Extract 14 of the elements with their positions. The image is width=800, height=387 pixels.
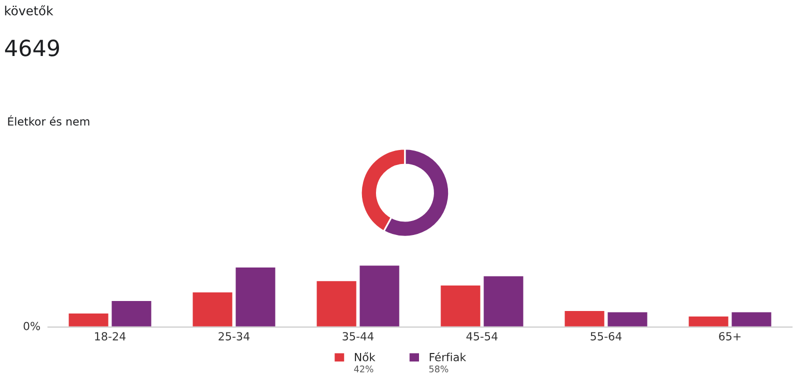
data-label: 58%: [429, 366, 448, 372]
legend-label: Férfiak: [430, 352, 466, 362]
x-tick-label: 18-24: [95, 332, 126, 340]
x-tick-label: 45-54: [466, 332, 498, 340]
chart-title: Életkor és nem: [8, 115, 90, 126]
x-tick-label: 55-64: [590, 332, 622, 340]
x-tick-label: 65+: [719, 332, 741, 340]
text: követők: [5, 5, 54, 16]
x-tick-label: 25-34: [218, 332, 250, 340]
text: 4649: [5, 40, 59, 56]
legend-label: Nők: [354, 352, 376, 362]
x-tick-label: 35-44: [342, 332, 374, 340]
text: 0%: [24, 322, 40, 330]
data-label: 42%: [354, 366, 374, 372]
